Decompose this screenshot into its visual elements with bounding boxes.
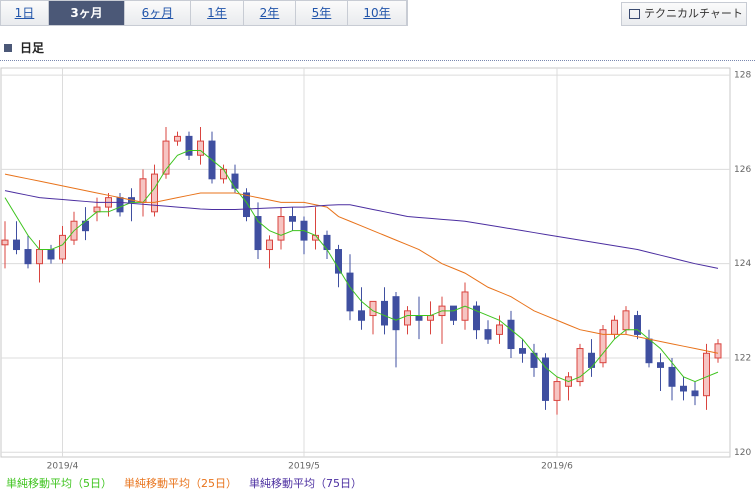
period-tab[interactable]: 3ヶ月 [49, 1, 125, 25]
candle-body [243, 192, 250, 218]
candle-body [277, 216, 285, 241]
heading-icon [4, 44, 12, 52]
candle-body [162, 140, 170, 175]
moving-average-line [4, 173, 719, 354]
window-icon [629, 9, 640, 19]
candle-body [611, 319, 618, 335]
candle-body [358, 310, 365, 321]
heading: 日足 [4, 39, 44, 56]
candle-body [174, 135, 181, 142]
candle-body [220, 168, 227, 180]
x-tick-label: 2019/6 [541, 462, 573, 472]
candle-body [484, 329, 492, 340]
x-tick-label: 2019/4 [47, 462, 79, 472]
candle-body [93, 206, 101, 213]
candle-body [542, 357, 549, 401]
period-tab[interactable]: 1年 [191, 1, 244, 25]
candle-body [703, 352, 710, 397]
moving-average-line [4, 190, 719, 269]
period-tab[interactable]: 2年 [244, 1, 296, 25]
candle-body [197, 140, 204, 156]
moving-average-line [4, 150, 719, 383]
y-tick-label: 128 [734, 71, 751, 81]
candle-body [404, 310, 411, 326]
candle-body [346, 272, 354, 312]
candle-body [47, 249, 55, 260]
legend-entry: 単純移動平均（5日） [6, 476, 112, 490]
period-tab[interactable]: 5年 [296, 1, 348, 25]
candle-body [507, 319, 515, 350]
candle-body [714, 343, 722, 359]
candle-body [185, 135, 193, 156]
candle-body [266, 239, 273, 251]
candle-body [254, 216, 262, 251]
candle-body [13, 239, 20, 251]
candle-body [151, 173, 158, 213]
candle-body [576, 348, 584, 383]
candle-body [116, 197, 124, 213]
candle-body [599, 329, 607, 364]
candle-body [36, 249, 43, 265]
candle-body [622, 310, 630, 331]
candle-body [392, 296, 400, 331]
button-label: テクニカルチャート [644, 7, 743, 20]
candle-body [450, 305, 457, 321]
candle-body [335, 249, 342, 274]
plot-frame [0, 67, 731, 458]
period-tab[interactable]: 6ヶ月 [125, 1, 191, 25]
candle-body [1, 239, 9, 246]
legend-entry: 単純移動平均（75日） [249, 476, 362, 490]
candle-body [519, 348, 526, 354]
candle-body [139, 178, 147, 203]
legend-entry: 単純移動平均（25日） [124, 476, 237, 490]
y-tick-label: 122 [734, 353, 751, 363]
candle-body [496, 324, 503, 335]
candle-body [473, 305, 480, 331]
candle-body [553, 381, 561, 401]
divider [0, 60, 755, 61]
candle-body [668, 366, 676, 387]
candle-body [634, 315, 641, 335]
candle-body [657, 362, 664, 368]
candle-body [427, 315, 434, 321]
candle-body [691, 390, 699, 397]
period-tabs: 1日 3ヶ月 6ヶ月 1年 2年 5年 10年 [0, 0, 408, 26]
candle-body [231, 173, 239, 189]
y-tick-label: 126 [734, 165, 751, 175]
candle-body [381, 300, 388, 326]
period-tab[interactable]: 1日 [1, 1, 49, 25]
y-tick-label: 120 [734, 448, 751, 458]
period-tab[interactable]: 10年 [348, 1, 407, 25]
technical-chart-button[interactable]: テクニカルチャート [621, 2, 747, 26]
candle-body [415, 315, 423, 321]
candle-body [289, 216, 296, 222]
candle-body [59, 234, 66, 260]
heading-text: 日足 [20, 41, 45, 55]
candle-body [24, 249, 32, 265]
candle-body [680, 385, 687, 392]
candle-body [645, 338, 653, 364]
x-tick-label: 2019/5 [288, 462, 320, 472]
y-tick-label: 124 [734, 259, 751, 269]
